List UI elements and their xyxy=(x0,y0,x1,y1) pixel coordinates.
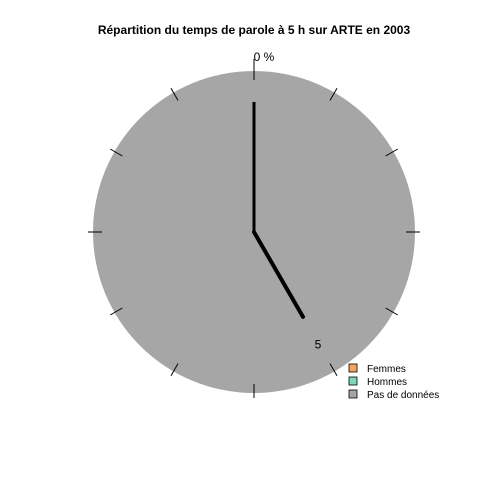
hour-tick xyxy=(109,148,123,157)
hour-tick xyxy=(109,307,123,316)
hour-tick xyxy=(329,363,338,377)
clock-hand-hour xyxy=(252,230,305,319)
legend-swatch xyxy=(348,389,358,399)
legend-label: Pas de données xyxy=(367,390,439,401)
hour-tick xyxy=(385,148,399,157)
legend-swatch xyxy=(348,376,358,386)
top-label: 0 % xyxy=(254,50,275,64)
legend-label: Femmes xyxy=(367,364,406,375)
hour-tick xyxy=(329,87,338,101)
hour-tick xyxy=(170,363,179,377)
legend-label: Hommes xyxy=(367,377,407,388)
legend: Femmes Hommes Pas de données xyxy=(348,363,439,401)
hour-ticks xyxy=(88,59,420,398)
chart-title: Répartition du temps de parole à 5 h sur… xyxy=(98,23,411,37)
legend-swatch xyxy=(348,363,358,373)
hour-tick xyxy=(170,87,179,101)
hour-label: 5 xyxy=(315,338,322,352)
hour-tick xyxy=(385,307,399,316)
